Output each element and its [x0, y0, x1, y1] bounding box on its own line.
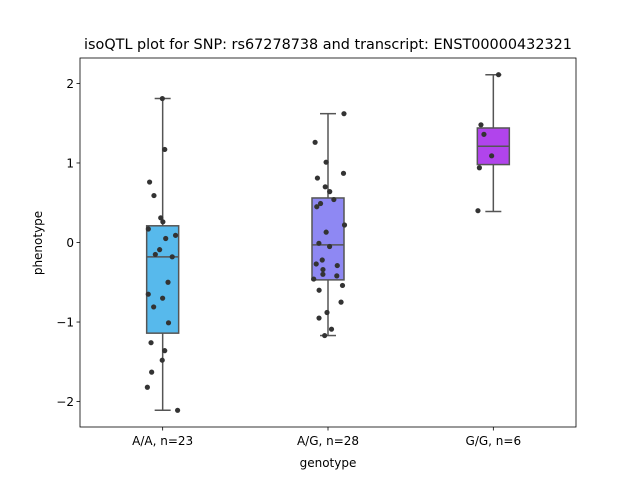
box-group — [311, 112, 345, 337]
y-axis-label: phenotype — [31, 211, 45, 275]
data-point — [172, 232, 179, 238]
data-point — [151, 192, 157, 199]
data-point — [312, 139, 318, 145]
data-point — [163, 235, 169, 242]
data-point — [341, 222, 348, 228]
y-tick-label: −2 — [56, 395, 74, 409]
x-tick-label: A/A, n=23 — [132, 434, 193, 448]
data-point — [148, 340, 154, 346]
x-axis-ticks: A/A, n=23 A/G, n=28 G/G, n=6 — [132, 427, 521, 448]
iqr-box — [311, 197, 345, 281]
y-tick-label: 2 — [66, 77, 74, 91]
data-point — [169, 254, 175, 260]
data-point — [334, 273, 340, 279]
chart-title: isoQTL plot for SNP: rs67278738 and tran… — [84, 37, 572, 53]
data-point — [489, 153, 495, 159]
data-point — [319, 257, 325, 263]
data-point — [339, 282, 346, 289]
y-tick-label: 0 — [66, 236, 74, 250]
data-point — [160, 219, 166, 225]
data-point — [165, 279, 171, 285]
data-point — [331, 196, 337, 203]
strip-points — [144, 95, 181, 413]
x-axis-label: genotype — [300, 456, 357, 470]
strip-points — [475, 72, 502, 214]
iqr-box — [145, 225, 180, 334]
data-point — [314, 175, 321, 181]
data-point — [162, 348, 168, 354]
data-point — [326, 243, 333, 250]
data-point — [174, 407, 181, 413]
y-tick-label: −1 — [56, 316, 74, 330]
data-point — [475, 208, 481, 214]
data-point — [316, 240, 322, 246]
data-point — [476, 165, 482, 171]
data-point — [495, 72, 502, 78]
data-point — [323, 229, 329, 235]
data-point — [338, 299, 344, 305]
data-point — [327, 189, 333, 195]
strip-points — [311, 111, 348, 339]
data-point — [478, 122, 484, 128]
y-tick-label: 1 — [66, 156, 74, 170]
data-point — [314, 204, 320, 210]
data-point — [341, 111, 347, 117]
data-point — [313, 261, 319, 267]
data-point — [146, 179, 153, 185]
data-point — [144, 384, 150, 390]
data-point — [322, 184, 328, 190]
data-point — [159, 95, 165, 102]
box-group — [145, 97, 180, 412]
data-point — [316, 287, 322, 293]
data-point — [162, 146, 168, 153]
data-point — [328, 326, 335, 332]
plot-area — [144, 72, 511, 413]
data-point — [334, 262, 340, 269]
data-point — [145, 291, 151, 297]
data-point — [152, 251, 158, 258]
data-point — [160, 295, 166, 301]
data-point — [481, 131, 487, 137]
data-point — [316, 315, 322, 321]
data-point — [320, 271, 326, 277]
data-point — [149, 369, 155, 375]
data-point — [311, 276, 317, 282]
data-point — [324, 309, 330, 316]
y-axis-ticks: −2 −1 0 1 2 — [56, 77, 80, 409]
data-point — [165, 320, 172, 326]
data-point — [317, 200, 324, 207]
data-point — [320, 266, 326, 273]
x-tick-label: A/G, n=28 — [297, 434, 359, 448]
data-point — [322, 332, 328, 339]
data-point — [340, 170, 347, 176]
data-point — [145, 226, 151, 232]
x-tick-label: G/G, n=6 — [466, 434, 522, 448]
data-point — [157, 247, 163, 253]
data-point — [323, 159, 329, 165]
data-point — [151, 304, 157, 310]
data-point — [158, 215, 164, 221]
data-point — [159, 357, 165, 363]
